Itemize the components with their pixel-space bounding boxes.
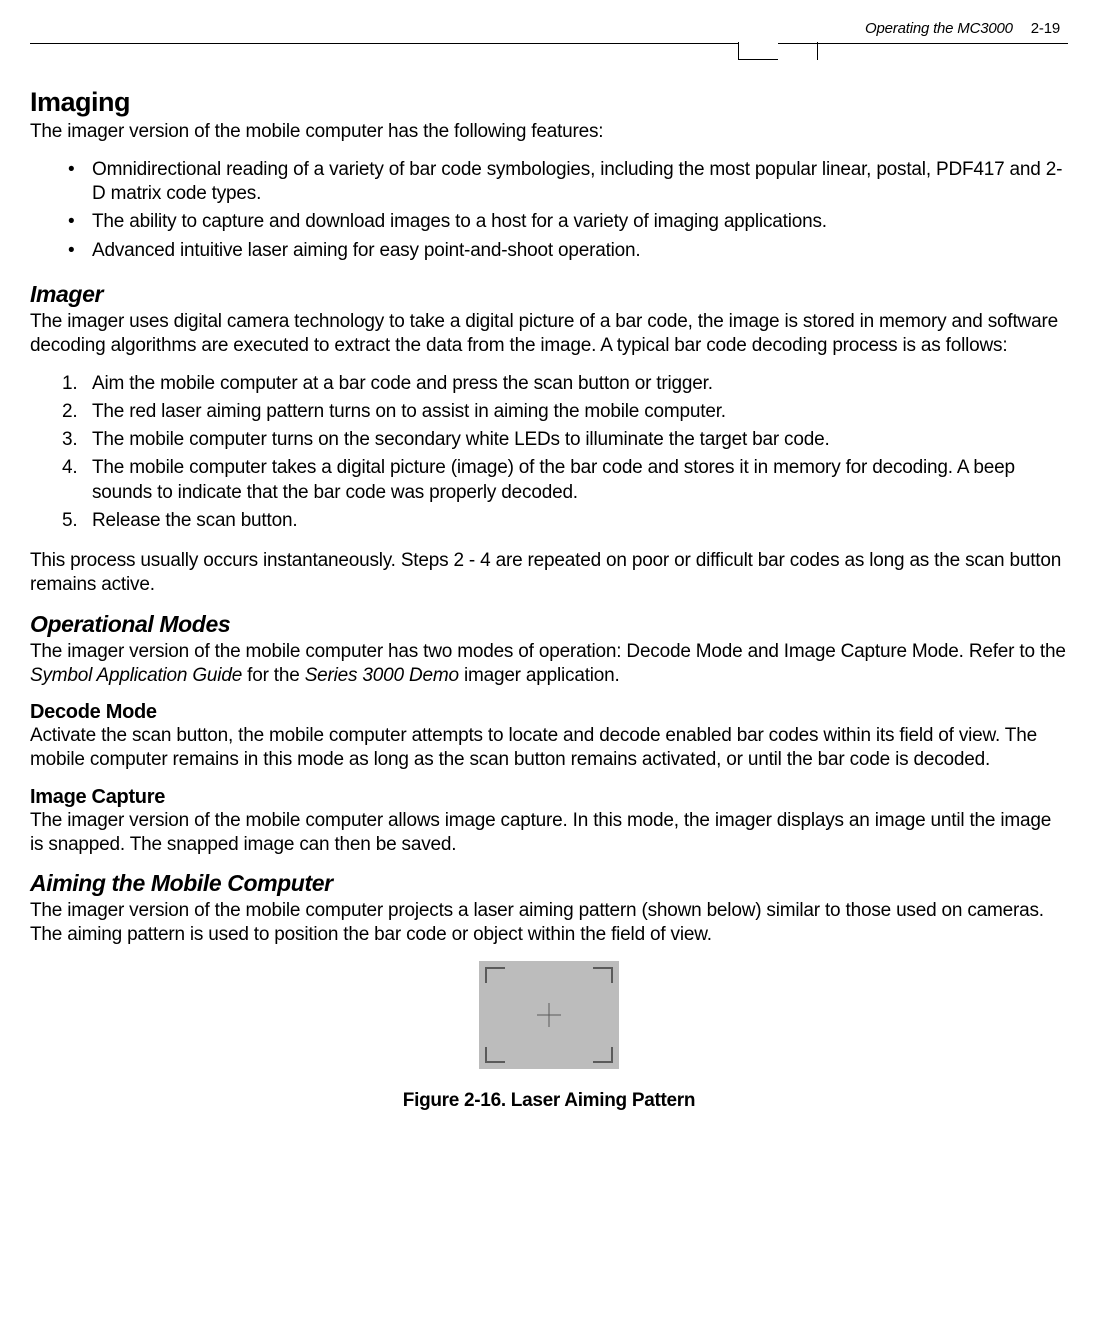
heading-aiming: Aiming the Mobile Computer [30, 870, 1068, 897]
list-item: The red laser aiming pattern turns on to… [92, 400, 1068, 424]
corner-icon [485, 967, 505, 983]
decode-body: Activate the scan button, the mobile com… [30, 724, 1068, 772]
imager-after: This process usually occurs instantaneou… [30, 549, 1068, 597]
imager-steps: Aim the mobile computer at a bar code an… [30, 372, 1068, 534]
text: The imager version of the mobile compute… [30, 641, 1066, 662]
heading-decode-mode: Decode Mode [30, 701, 1068, 724]
figure-caption: Figure 2-16. Laser Aiming Pattern [30, 1090, 1068, 1112]
corner-icon [593, 1047, 613, 1063]
list-item: The mobile computer takes a digital pict… [92, 456, 1068, 505]
header-title: Operating the MC3000 [865, 20, 1013, 37]
imager-body: The imager uses digital camera technolog… [30, 310, 1068, 358]
crosshair-icon [549, 1003, 550, 1027]
op-modes-body: The imager version of the mobile compute… [30, 640, 1068, 688]
list-item: The ability to capture and download imag… [92, 210, 1068, 234]
text: for the [242, 665, 305, 686]
page: Operating the MC3000 2-19 Imaging The im… [0, 0, 1098, 1142]
corner-icon [593, 967, 613, 983]
heading-image-capture: Image Capture [30, 786, 1068, 809]
text-italic: Series 3000 Demo [305, 665, 459, 686]
list-item: Advanced intuitive laser aiming for easy… [92, 239, 1068, 263]
imaging-intro: The imager version of the mobile compute… [30, 120, 1068, 144]
list-item: Omnidirectional reading of a variety of … [92, 158, 1068, 207]
corner-icon [485, 1047, 505, 1063]
figure-laser-aiming [30, 961, 1068, 1074]
capture-body: The imager version of the mobile compute… [30, 809, 1068, 857]
list-item: Aim the mobile computer at a bar code an… [92, 372, 1068, 396]
text-italic: Symbol Application Guide [30, 665, 242, 686]
heading-operational-modes: Operational Modes [30, 611, 1068, 638]
feature-list: Omnidirectional reading of a variety of … [30, 158, 1068, 263]
list-item: The mobile computer turns on the seconda… [92, 428, 1068, 452]
text: imager application. [459, 665, 620, 686]
running-header: Operating the MC3000 2-19 [30, 20, 1068, 37]
list-item: Release the scan button. [92, 509, 1068, 533]
aiming-pattern-graphic [479, 961, 619, 1069]
header-page-number: 2-19 [1031, 20, 1060, 37]
aiming-body: The imager version of the mobile compute… [30, 899, 1068, 947]
heading-imager: Imager [30, 281, 1068, 308]
header-rule [30, 43, 1068, 61]
heading-imaging: Imaging [30, 87, 1068, 118]
